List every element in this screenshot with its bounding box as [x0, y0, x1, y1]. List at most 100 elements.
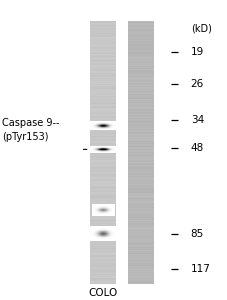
Bar	[104, 231, 105, 232]
Bar	[99, 232, 100, 233]
Bar	[99, 232, 100, 233]
Bar	[92, 240, 93, 241]
Bar	[97, 232, 98, 233]
Bar	[128, 262, 154, 263]
Bar	[128, 22, 154, 23]
Bar	[92, 238, 93, 239]
Bar	[90, 240, 116, 241]
Bar	[99, 229, 100, 230]
Bar	[90, 280, 116, 281]
Bar	[94, 236, 95, 237]
Bar	[128, 114, 154, 115]
Bar	[111, 234, 112, 235]
Bar	[93, 238, 94, 239]
Bar	[104, 233, 105, 234]
Bar	[97, 236, 98, 237]
Bar	[128, 99, 154, 100]
Bar	[113, 238, 114, 239]
Bar	[90, 185, 116, 186]
Bar	[90, 283, 116, 284]
Bar	[93, 234, 94, 235]
Bar	[107, 232, 108, 233]
Bar	[98, 226, 99, 227]
Bar	[90, 111, 116, 112]
Bar	[112, 238, 113, 239]
Bar	[106, 236, 107, 237]
Bar	[104, 232, 105, 233]
Bar	[128, 23, 154, 24]
Bar	[128, 104, 154, 105]
Bar	[99, 230, 100, 231]
Bar	[90, 37, 116, 38]
Bar	[128, 271, 154, 272]
Bar	[96, 236, 97, 237]
Bar	[90, 269, 116, 270]
Bar	[105, 232, 106, 233]
Bar	[106, 231, 107, 232]
Bar	[90, 189, 116, 190]
Bar	[93, 229, 94, 230]
Bar	[90, 39, 116, 40]
Bar	[97, 228, 98, 229]
Bar	[128, 102, 154, 103]
Bar	[108, 227, 109, 228]
Bar	[128, 53, 154, 54]
Bar	[105, 231, 106, 232]
Bar	[128, 121, 154, 122]
Bar	[90, 156, 116, 157]
Bar	[90, 88, 116, 89]
Bar	[102, 228, 103, 229]
Bar	[128, 169, 154, 170]
Bar	[90, 179, 116, 180]
Bar	[115, 234, 116, 235]
Bar	[128, 246, 154, 247]
Bar	[93, 230, 94, 231]
Bar	[106, 233, 107, 234]
Bar	[128, 139, 154, 140]
Bar	[128, 133, 154, 134]
Bar	[91, 227, 92, 228]
Bar	[107, 240, 108, 241]
Bar	[90, 217, 116, 218]
Bar	[90, 115, 116, 116]
Bar	[112, 232, 113, 233]
Bar	[128, 260, 154, 261]
Bar	[113, 239, 114, 240]
Bar	[128, 211, 154, 212]
Bar	[91, 240, 92, 241]
Bar	[90, 238, 116, 239]
Bar	[95, 232, 96, 233]
Bar	[97, 238, 98, 239]
Bar	[128, 179, 154, 180]
Bar	[128, 220, 154, 221]
Bar	[90, 89, 116, 90]
Bar	[90, 282, 116, 283]
Bar	[93, 239, 94, 240]
Bar	[90, 235, 116, 236]
Bar	[90, 147, 116, 148]
Bar	[108, 238, 109, 239]
Bar	[102, 239, 103, 240]
Bar	[91, 232, 92, 233]
Bar	[90, 129, 116, 130]
Bar	[90, 214, 116, 215]
Bar	[128, 182, 154, 183]
Bar	[90, 180, 116, 181]
Bar	[96, 239, 97, 240]
Bar	[90, 114, 116, 115]
Bar	[128, 130, 154, 131]
Bar	[95, 229, 96, 230]
Bar	[90, 161, 116, 162]
Bar	[128, 107, 154, 108]
Bar	[114, 231, 115, 232]
Bar	[110, 232, 111, 233]
Bar	[128, 258, 154, 259]
Bar	[90, 123, 116, 124]
Bar	[94, 226, 95, 227]
Bar	[97, 231, 98, 232]
Bar	[90, 137, 116, 138]
Bar	[106, 232, 107, 233]
Bar	[102, 232, 103, 233]
Bar	[95, 233, 96, 234]
Bar	[128, 137, 154, 138]
